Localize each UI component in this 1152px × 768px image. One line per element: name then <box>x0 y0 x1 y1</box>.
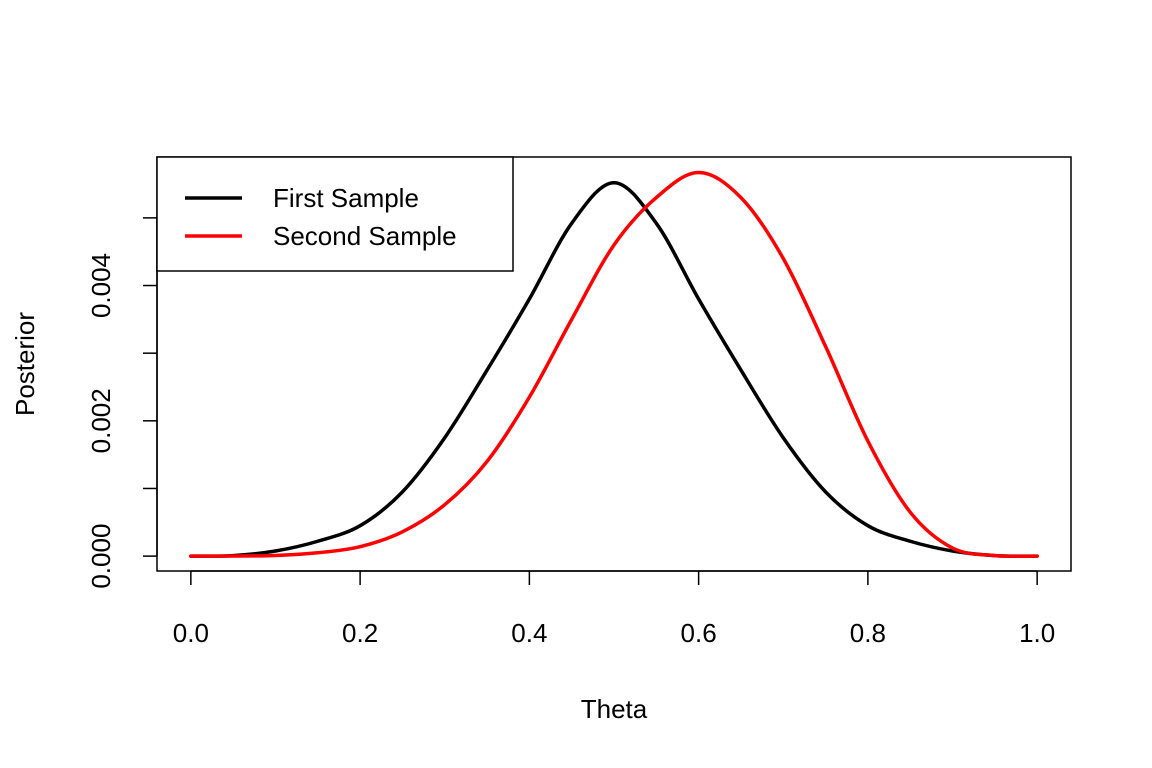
y-axis: 0.000 0.002 0.004 <box>86 217 158 589</box>
y-tick-label-4: 0.004 <box>86 253 116 318</box>
legend: First Sample Second Sample <box>156 156 514 272</box>
x-tick-label-1: 0.2 <box>342 618 378 648</box>
legend-label-2: Second Sample <box>273 221 457 251</box>
legend-label-1: First Sample <box>273 183 419 213</box>
y-tick-label-2: 0.002 <box>86 388 116 453</box>
x-tick-label-0: 0.0 <box>173 618 209 648</box>
legend-box <box>156 156 514 272</box>
y-axis-label: Posterior <box>10 312 40 416</box>
x-axis: 0.0 0.2 0.4 0.6 0.8 1.0 <box>173 570 1055 648</box>
x-tick-label-4: 0.8 <box>850 618 886 648</box>
x-tick-label-5: 1.0 <box>1019 618 1055 648</box>
x-tick-label-2: 0.4 <box>511 618 547 648</box>
series-line-1 <box>189 180 1039 558</box>
series-line-2 <box>189 170 1039 559</box>
x-axis-label: Theta <box>581 694 648 724</box>
x-tick-label-3: 0.6 <box>681 618 717 648</box>
curves-layer <box>189 170 1039 559</box>
y-tick-label-0: 0.000 <box>86 524 116 589</box>
